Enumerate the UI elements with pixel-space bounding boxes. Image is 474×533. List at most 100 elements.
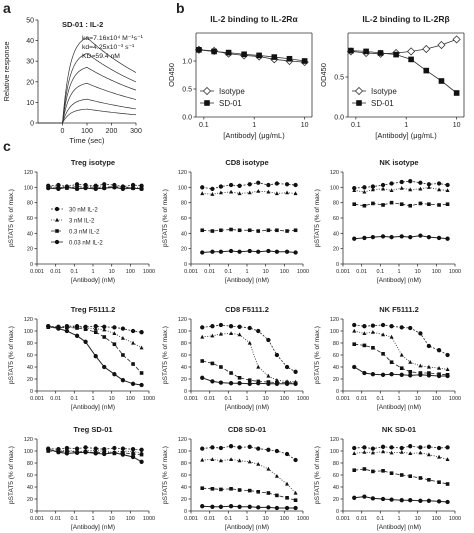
- chart-title: IL-2 binding to IL-2Rα: [210, 14, 298, 24]
- data-point: [418, 498, 423, 503]
- data-point: [408, 451, 413, 455]
- data-point: [266, 505, 271, 510]
- y-tick-label: 100: [330, 449, 339, 455]
- y-tick-label: 20: [27, 377, 33, 383]
- data-point: [445, 188, 450, 192]
- data-point: [436, 235, 442, 241]
- data-point: [274, 352, 280, 358]
- data-point: [256, 462, 261, 466]
- x-tick-label: 0.001: [336, 269, 350, 275]
- data-point: [241, 51, 247, 58]
- data-point: [130, 185, 136, 191]
- data-point: [380, 322, 386, 328]
- x-tick-label: 1: [404, 122, 408, 129]
- data-point: [54, 206, 60, 212]
- data-point: [93, 330, 98, 334]
- data-point: [389, 450, 394, 455]
- data-point: [423, 67, 430, 74]
- data-point: [352, 495, 357, 500]
- data-point: [426, 343, 432, 349]
- data-point: [55, 229, 59, 233]
- data-point: [408, 444, 413, 449]
- data-point: [437, 480, 441, 484]
- data-point: [445, 373, 450, 379]
- data-point: [75, 326, 79, 330]
- data-point: [200, 250, 205, 255]
- data-point: [352, 451, 357, 455]
- data-point: [83, 339, 88, 344]
- data-point: [422, 44, 431, 54]
- data-point: [418, 476, 423, 480]
- x-tick-label: 100: [432, 516, 441, 522]
- data-point: [202, 86, 212, 96]
- y-tick-label: 120: [330, 437, 339, 443]
- x-tick-label: 0.001: [30, 396, 44, 402]
- data-point: [284, 249, 290, 254]
- data-point: [74, 186, 80, 192]
- data-point: [266, 189, 271, 194]
- data-point: [210, 361, 215, 366]
- x-tick-label: 100: [126, 516, 135, 522]
- series-line-0: [48, 446, 142, 451]
- data-point: [293, 457, 298, 463]
- data-point: [266, 491, 271, 495]
- data-point: [219, 228, 223, 233]
- x-tick-label: 1000: [297, 516, 309, 522]
- y-tick-label: 0.0: [182, 115, 192, 122]
- data-point: [219, 487, 223, 492]
- chart-title: NK F5111.2: [379, 305, 419, 314]
- y-tick-label: 80: [27, 461, 33, 467]
- y-axis-label: pSTAT5 (% of max.): [8, 326, 15, 384]
- data-point: [256, 364, 261, 369]
- data-point: [293, 505, 298, 511]
- data-point: [389, 188, 394, 192]
- data-point: [407, 47, 416, 56]
- data-point: [228, 444, 234, 449]
- x-tick-label: 10: [263, 516, 269, 522]
- chart-title: NK SD-01: [382, 425, 416, 434]
- data-point: [293, 182, 298, 188]
- data-point: [75, 184, 79, 189]
- binding-chart-b2: 0.0 0.5 0.1 1 10 IL-2 binding to IL-2Rβ [Antib…: [319, 14, 465, 140]
- data-point: [381, 352, 385, 356]
- data-point: [362, 445, 367, 450]
- data-point: [210, 186, 215, 192]
- data-point: [200, 191, 205, 196]
- y-tick-label: 80: [181, 201, 187, 207]
- data-point: [445, 499, 450, 505]
- x-tick-label: 1: [91, 516, 94, 522]
- x-tick-label: 0.1: [71, 516, 79, 522]
- data-point: [64, 451, 70, 456]
- data-point: [445, 457, 450, 461]
- data-point: [225, 49, 232, 56]
- data-point: [285, 229, 289, 233]
- x-tick-label: 100: [126, 269, 135, 275]
- data-point: [83, 327, 88, 331]
- data-point: [426, 235, 432, 240]
- y-tick-label: 0: [336, 389, 339, 395]
- data-point: [399, 473, 404, 477]
- data-point: [370, 187, 375, 192]
- x-tick-label: 1000: [449, 516, 461, 522]
- data-point: [237, 183, 242, 188]
- y-tick-label: 1.0: [182, 59, 192, 66]
- y-tick-label: 120: [178, 437, 187, 443]
- x-tick-label: 1000: [297, 396, 309, 402]
- data-point: [371, 469, 375, 474]
- data-point: [218, 249, 224, 254]
- sensorgram-curve: [38, 37, 137, 124]
- y-tick-label: 20: [26, 79, 34, 86]
- data-point: [352, 188, 357, 192]
- data-point: [426, 452, 431, 457]
- data-point: [381, 449, 386, 454]
- chart-title: CD8 SD-01: [228, 425, 266, 434]
- data-point: [352, 236, 357, 241]
- y-tick-label: 20: [333, 497, 339, 503]
- data-point: [256, 180, 261, 185]
- data-point: [266, 228, 271, 233]
- data-point: [83, 445, 88, 450]
- y-tick-label: 40: [181, 231, 187, 237]
- y-tick-label: 100: [330, 329, 339, 335]
- y-tick-label: 120: [178, 170, 187, 176]
- data-point: [112, 185, 117, 190]
